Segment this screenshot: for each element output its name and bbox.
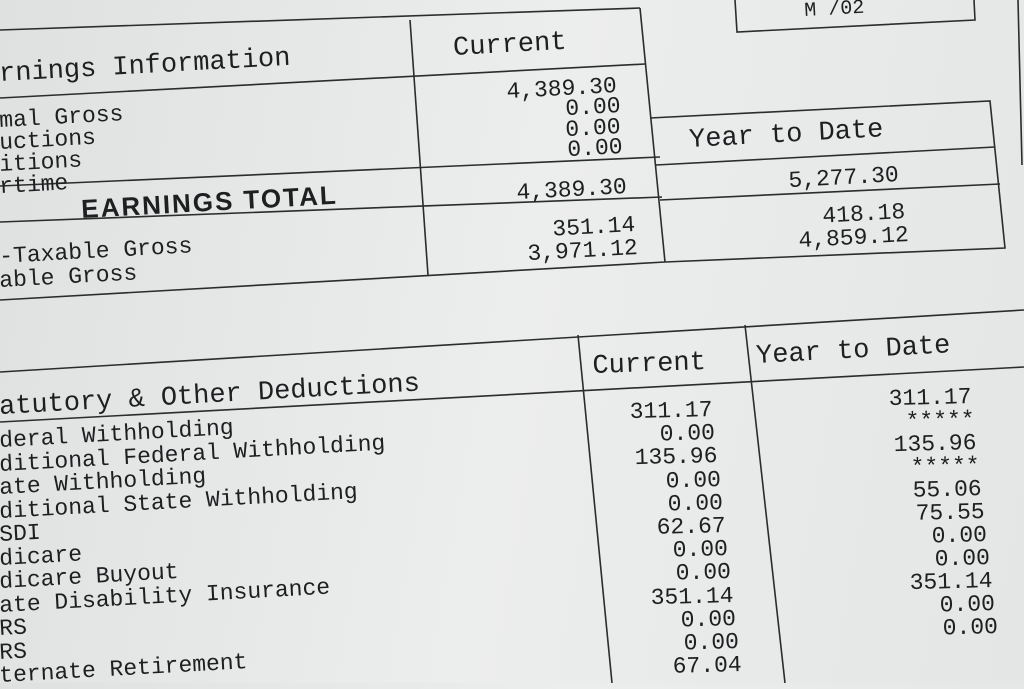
deductions-current-header: Current	[591, 348, 707, 382]
earnings-row-current: 0.00	[566, 134, 624, 164]
deduction-ytd-value: 0.00	[942, 614, 999, 642]
period-box-text: M /02	[803, 0, 865, 23]
deduction-current-value: 0.00	[675, 559, 732, 587]
earnings-sub-current: 3,971.12	[526, 235, 639, 268]
earnings-current-header: Current	[452, 27, 568, 64]
earnings-row-label: rtime	[0, 170, 69, 200]
earnings-sub-ytd: 4,859.12	[797, 222, 910, 255]
deduction-current-value: 67.04	[671, 652, 742, 680]
earnings-total-current: 4,389.30	[515, 174, 628, 207]
deduction-label: RS	[0, 614, 28, 642]
earnings-total-ytd: 5,277.30	[787, 162, 900, 195]
